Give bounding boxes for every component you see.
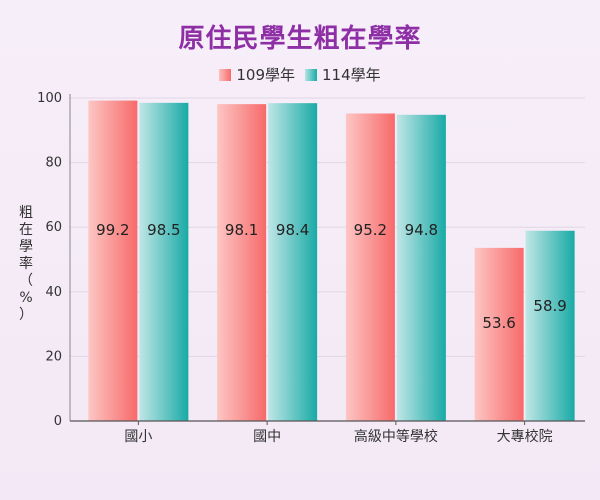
data-label-114-3: 94.8	[405, 221, 438, 239]
bar-114-1	[139, 102, 189, 421]
legend-item-114: 114學年	[305, 64, 381, 85]
x-tick-label: 國中	[253, 429, 281, 445]
y-tick-label: 60	[45, 220, 62, 235]
y-axis-label: 粗在學率（%）	[19, 205, 33, 323]
y-tick-label: 100	[37, 91, 62, 106]
bar-114-2	[268, 103, 318, 421]
data-label-114-1: 98.5	[147, 221, 180, 239]
y-tick-label: 40	[45, 285, 62, 300]
bar-109-4	[474, 247, 524, 421]
bar-109-2	[217, 104, 267, 422]
x-tick-label: 大專校院	[497, 428, 553, 445]
y-tick-label: 80	[45, 156, 62, 171]
legend-swatch-109	[219, 68, 232, 81]
y-tick-label: 0	[54, 414, 62, 429]
data-label-114-4: 58.9	[533, 297, 566, 315]
data-label-109-3: 95.2	[354, 221, 387, 239]
bar-109-3	[345, 113, 395, 421]
x-tick-label: 國小	[124, 429, 152, 445]
legend: 109學年 114學年	[0, 64, 600, 85]
legend-item-109: 109學年	[219, 64, 295, 85]
data-label-114-2: 98.4	[276, 221, 309, 239]
chart-title: 原住民學生粗在學率	[178, 24, 422, 54]
data-label-109-4: 53.6	[482, 314, 515, 332]
y-tick-label: 20	[45, 349, 62, 364]
data-label-109-1: 99.2	[96, 221, 129, 239]
x-tick-label: 高級中等學校	[354, 428, 438, 445]
bar-109-1	[88, 100, 138, 422]
bar-114-3	[396, 114, 446, 422]
legend-label-114: 114學年	[322, 66, 381, 84]
data-label-109-2: 98.1	[225, 221, 258, 239]
bar-114-4	[525, 230, 575, 421]
legend-swatch-114	[305, 68, 317, 81]
legend-label-109: 109學年	[236, 66, 295, 84]
